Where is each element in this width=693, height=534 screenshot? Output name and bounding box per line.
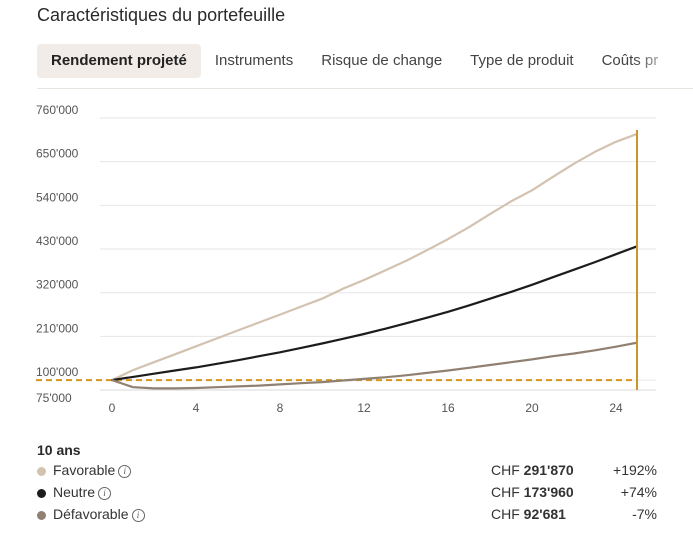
info-circle-icon[interactable]: i	[131, 509, 145, 522]
tab-instruments[interactable]: Instruments	[214, 52, 294, 69]
neutre-currency: CHF	[491, 484, 520, 500]
legend-row-defavorable: Défavorable i CHF 92'681 -7%	[37, 505, 662, 525]
projected-return-chart: 760'000 650'000 540'000 430'000 320'000 210'0…	[36, 103, 656, 415]
tab-divider	[37, 88, 693, 89]
y-tick-label: 320'000	[36, 278, 79, 292]
info-circle-icon[interactable]: i	[98, 487, 112, 500]
series-line-2	[110, 341, 639, 390]
series-line-0	[110, 132, 639, 382]
x-tick-label: 16	[441, 401, 455, 415]
tab-type-de-produit[interactable]: Type de produit	[470, 52, 574, 69]
x-tick-label: 0	[109, 401, 116, 415]
tab-couts[interactable]: Coûts pr	[601, 52, 659, 69]
y-tick-label: 760'000	[36, 103, 79, 117]
y-tick-label: 75'000	[36, 391, 72, 405]
favorable-change: +192%	[613, 462, 657, 478]
summary-period: 10 ans	[37, 442, 81, 458]
defavorable-amount: 92'681	[523, 506, 566, 522]
x-tick-label: 4	[193, 401, 200, 415]
y-tick-label: 430'000	[36, 234, 79, 248]
defavorable-dot	[37, 511, 46, 520]
neutre-change: +74%	[620, 484, 657, 500]
neutre-amount: 173'960	[523, 484, 574, 500]
x-tick-label: 24	[609, 401, 623, 415]
favorable-label: Favorable	[53, 462, 116, 478]
defavorable-currency: CHF	[491, 506, 520, 522]
info-circle-icon[interactable]: i	[118, 465, 132, 478]
x-tick-label: 20	[525, 401, 539, 415]
favorable-dot	[37, 467, 46, 476]
favorable-currency: CHF	[491, 462, 520, 478]
series-line-1	[110, 245, 639, 382]
y-tick-label: 540'000	[36, 190, 79, 204]
neutre-label: Neutre	[53, 484, 96, 500]
defavorable-change: -7%	[632, 506, 657, 522]
y-tick-label: 650'000	[36, 147, 79, 161]
panel-title: Caractéristiques du portefeuille	[37, 5, 286, 25]
y-tick-label: 210'000	[36, 321, 79, 335]
tab-bar: Rendement projeté Instruments Risque de ch…	[37, 44, 693, 78]
favorable-amount: 291'870	[523, 462, 574, 478]
y-tick-label: 100'000	[36, 365, 79, 379]
neutre-dot	[37, 489, 46, 498]
defavorable-label: Défavorable	[53, 506, 129, 522]
tab-risque-de-change[interactable]: Risque de change	[321, 52, 443, 69]
x-tick-label: 12	[357, 401, 371, 415]
legend-row-neutre: Neutre i CHF 173'960 +74%	[37, 483, 662, 503]
legend-row-favorable: Favorable i CHF 291'870 +192%	[37, 461, 662, 481]
tab-rendement-projete[interactable]: Rendement projeté	[37, 44, 201, 78]
x-tick-label: 8	[277, 401, 284, 415]
